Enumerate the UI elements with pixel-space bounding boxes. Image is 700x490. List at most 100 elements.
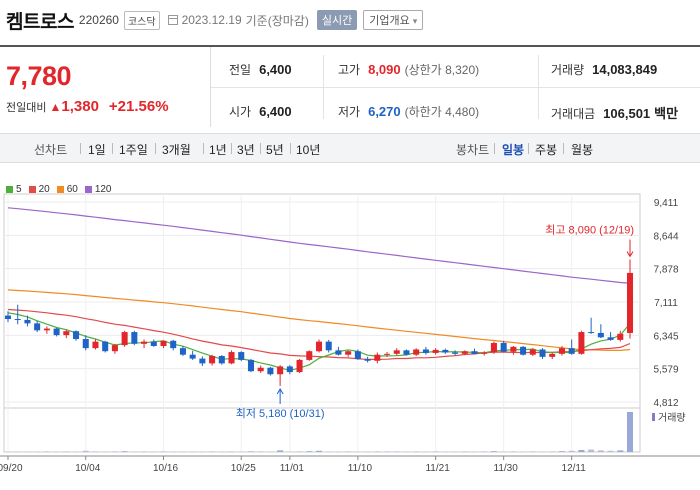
- x-tick-label: 11/21: [425, 463, 450, 474]
- candle-body: [549, 353, 556, 357]
- company-overview-button[interactable]: 기업개요 ▾: [363, 10, 424, 30]
- tab-10y[interactable]: 10년: [296, 143, 321, 157]
- candle-body: [597, 332, 604, 338]
- stock-name: 켐트로스: [6, 11, 74, 33]
- tab-weekly[interactable]: 주봉: [535, 143, 558, 157]
- candle-body: [432, 349, 439, 353]
- candle-body: [335, 350, 342, 355]
- stat-label: 거래대금: [551, 107, 596, 121]
- stat-value: 106,501: [603, 106, 651, 121]
- y-tick-label: 9,411: [654, 198, 679, 209]
- candle-body: [490, 342, 497, 353]
- candle-body: [413, 349, 420, 355]
- up-triangle-icon: ▲: [49, 100, 62, 114]
- tab-1d[interactable]: 1일: [88, 143, 106, 157]
- volume-bar: [490, 451, 497, 452]
- volume-bar: [626, 412, 634, 452]
- candle-body: [34, 323, 41, 331]
- stat-value: 6,400: [259, 104, 292, 119]
- stat-value: 8,090: [368, 62, 401, 77]
- legend-ma20: 20: [28, 184, 50, 195]
- candle-body: [73, 331, 80, 340]
- volume-bar: [607, 450, 614, 452]
- tab-separator: [563, 143, 564, 154]
- stock-code: 220260: [78, 13, 119, 27]
- legend-swatch: [84, 186, 92, 193]
- quote-basis: 기준(장마감): [245, 13, 309, 28]
- candle-body: [121, 332, 128, 346]
- stat-value: 6,400: [259, 62, 292, 77]
- stock-header: 켐트로스 220260 코스닥 2023.12.19 기준(장마감) 실시간 기…: [0, 0, 700, 40]
- stat-open: 시가 6,400: [229, 103, 292, 120]
- candle-body: [209, 355, 216, 364]
- tab-3y[interactable]: 3년: [237, 143, 255, 157]
- x-tick-label: 11/30: [494, 463, 519, 474]
- candle-body: [539, 349, 546, 357]
- tab-5y[interactable]: 5년: [266, 143, 284, 157]
- legend-ma60: 60: [56, 184, 78, 195]
- tab-1y[interactable]: 1년: [209, 143, 227, 157]
- candle-chart-label: 봉차트: [456, 143, 490, 157]
- stat-prev-close: 전일 6,400: [229, 61, 292, 78]
- candlestick-chart[interactable]: 9,411 8,644 7,878 7,111 6,345 5,579 4,812 09/20…: [0, 190, 700, 490]
- candle-body: [179, 348, 186, 355]
- candle-body: [150, 341, 157, 346]
- candle-body: [422, 349, 429, 353]
- legend-label: 60: [66, 184, 78, 195]
- candle-body: [92, 341, 99, 349]
- tab-separator: [203, 143, 204, 154]
- volume-bar: [588, 449, 595, 452]
- stat-label: 시가: [229, 105, 252, 119]
- x-tick-label: 09/20: [0, 463, 23, 474]
- upper-limit: (상한가 8,320): [404, 63, 480, 77]
- candle-body: [384, 353, 391, 355]
- y-tick-label: 8,644: [653, 231, 678, 242]
- candle-body: [403, 350, 410, 355]
- stat-value: 6,270: [368, 104, 401, 119]
- stat-amount: 거래대금 106,501 백만: [551, 103, 678, 122]
- realtime-button[interactable]: 실시간: [316, 10, 358, 30]
- candle-body: [607, 337, 614, 340]
- stat-high: 고가 8,090 (상한가 8,320): [338, 61, 479, 78]
- market-badge: 코스닥: [123, 10, 160, 30]
- change-percent: +21.56%: [108, 98, 169, 115]
- volume-bar: [277, 450, 284, 452]
- change-row: 전일대비 ▲ 1,380 +21.56%: [6, 98, 169, 115]
- max-price-annotation: 최고 8,090 (12/19): [545, 223, 634, 236]
- candle-body: [626, 272, 634, 333]
- line-chart-label: 선차트: [34, 143, 68, 157]
- candle-body: [442, 349, 449, 353]
- legend-label: 120: [94, 184, 112, 195]
- min-arrow-head: [276, 388, 284, 395]
- volume-bar: [121, 451, 128, 452]
- volume-legend-swatch: [652, 413, 655, 421]
- candle-body: [315, 341, 323, 352]
- header-divider: [0, 45, 700, 47]
- volume-legend-label: 거래량: [658, 412, 686, 424]
- stats-divider: [211, 87, 700, 88]
- candle-body: [189, 354, 196, 359]
- legend-ma5: 5: [6, 184, 22, 195]
- ma-legend: 5 20 60 120: [6, 184, 119, 195]
- legend-swatch: [28, 186, 36, 193]
- stat-value: 14,083,849: [592, 62, 658, 77]
- stats-column-divider: [323, 55, 324, 119]
- tab-1w[interactable]: 1주일: [119, 143, 148, 157]
- volume-bar: [306, 451, 313, 452]
- x-tick-label: 10/16: [153, 463, 178, 474]
- tab-daily[interactable]: 일봉: [502, 143, 525, 157]
- tab-separator: [290, 143, 291, 154]
- stat-unit: 백만: [654, 106, 679, 121]
- tab-monthly[interactable]: 월봉: [571, 143, 594, 157]
- tab-separator: [112, 143, 113, 154]
- tab-separator: [155, 143, 156, 154]
- tab-separator: [260, 143, 261, 154]
- stat-label: 저가: [338, 105, 361, 119]
- tab-separator: [528, 143, 529, 154]
- tab-3m[interactable]: 3개월: [162, 143, 191, 157]
- candle-body: [286, 366, 293, 373]
- candle-body: [520, 346, 527, 355]
- ma120-line: [7, 207, 631, 284]
- legend-label: 5: [16, 184, 22, 195]
- candle-body: [500, 342, 507, 352]
